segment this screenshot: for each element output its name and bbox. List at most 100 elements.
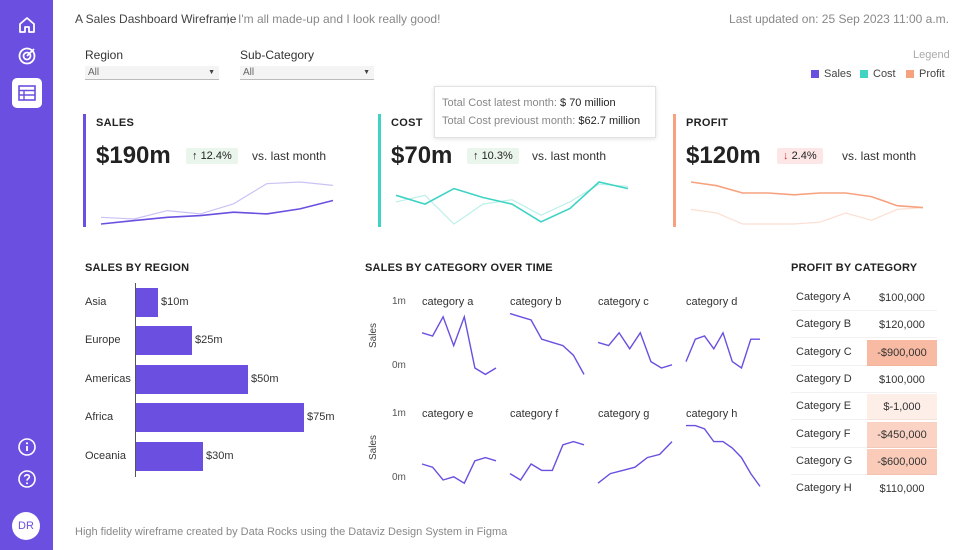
category-panel-title: category e: [422, 408, 474, 420]
table-row[interactable]: Category A $100,000: [791, 285, 937, 311]
region-label: Oceania: [85, 450, 126, 462]
category-cell: Category C: [796, 345, 852, 358]
category-panel-title: category g: [598, 408, 650, 420]
profit-value-cell: $-1,000: [867, 394, 937, 421]
profit-value-cell: -$900,000: [867, 339, 937, 366]
kpi-title: PROFIT: [686, 117, 729, 129]
category-series-line: [597, 331, 673, 369]
table-row[interactable]: Category G -$600,000: [791, 448, 937, 475]
region-value-label: $10m: [161, 296, 189, 308]
kpi-sparkline: [100, 181, 334, 225]
current-period-line: [395, 181, 629, 223]
arrow-up-icon: ↑: [473, 150, 479, 162]
region-bar[interactable]: [136, 365, 248, 394]
region-label: Europe: [85, 334, 121, 346]
kpi-accent-bar: [673, 114, 676, 227]
tooltip-line-previous: Total Cost previoust month: $62.7 millio…: [442, 112, 648, 130]
profit-value-cell: $120,000: [879, 319, 925, 332]
sales-by-category-title: SALES BY CATEGORY OVER TIME: [365, 262, 553, 274]
region-value-label: $25m: [195, 334, 223, 346]
chevron-down-icon: ▼: [208, 69, 215, 76]
subcategory-filter-label: Sub-Category: [240, 48, 315, 62]
region-select[interactable]: All ▼: [85, 66, 219, 80]
category-series-line: [597, 441, 673, 484]
cost-tooltip: Total Cost latest month: $ 70 million To…: [434, 86, 656, 138]
arrow-up-icon: ↑: [192, 150, 198, 162]
home-icon[interactable]: [12, 10, 42, 40]
category-panel-title: category a: [422, 296, 474, 308]
region-bar[interactable]: [136, 442, 203, 471]
category-series-line: [685, 331, 760, 370]
kpi-comparison-label: vs. last month: [252, 149, 327, 163]
category-line-chart: [686, 424, 761, 487]
profit-by-category-title: PROFIT BY CATEGORY: [791, 262, 918, 274]
region-bar[interactable]: [136, 288, 158, 317]
tooltip-label: Total Cost previoust month:: [442, 115, 576, 127]
kpi-value: $70m: [391, 142, 453, 169]
avatar[interactable]: DR: [12, 512, 40, 540]
category-line-chart: [685, 331, 760, 370]
category-cell: Category H: [796, 482, 852, 495]
profit-value-cell: -$450,000: [867, 421, 937, 448]
profit-value-cell: -$600,000: [867, 448, 937, 475]
info-icon[interactable]: [12, 432, 42, 462]
footer-credit: High fidelity wireframe created by Data …: [75, 526, 508, 538]
kpi-sparkline: [395, 181, 629, 225]
help-icon[interactable]: [12, 464, 42, 494]
legend-swatch: [906, 70, 914, 78]
region-select-value: All: [88, 67, 100, 78]
region-value-label: $50m: [251, 373, 279, 385]
category-panel-title: category b: [510, 296, 562, 308]
category-cell: Category A: [796, 291, 851, 303]
region-bar[interactable]: [136, 403, 304, 432]
legend-item-cost: Cost: [860, 68, 896, 80]
category-cell: Category B: [796, 318, 852, 331]
category-series-line: [686, 424, 761, 487]
region-axis-line: [135, 283, 136, 477]
subcategory-select-value: All: [243, 67, 255, 78]
category-cell: Category E: [796, 400, 852, 413]
category-line-chart: [421, 456, 497, 485]
category-cell: Category D: [796, 372, 852, 385]
legend-swatch: [860, 70, 868, 78]
legend-swatch: [811, 70, 819, 78]
kpi-value: $120m: [686, 142, 761, 169]
tooltip-value: $62.7 million: [578, 115, 641, 127]
legend-label: Cost: [873, 68, 896, 80]
target-icon[interactable]: [12, 41, 42, 71]
tooltip-label: Total Cost latest month:: [442, 97, 557, 109]
y-axis-title: Sales: [368, 434, 379, 460]
region-value-label: $30m: [206, 450, 234, 462]
region-bar[interactable]: [136, 326, 192, 355]
kpi-card-sales[interactable]: SALES $190m ↑ 12.4% vs. last month: [83, 114, 343, 227]
kpi-change-badge: ↑ 12.4%: [186, 148, 238, 164]
kpi-title: SALES: [96, 117, 135, 129]
region-label: Asia: [85, 296, 107, 308]
table-row[interactable]: Category D $100,000: [791, 367, 937, 393]
previous-period-line: [100, 181, 334, 220]
kpi-sparkline: [690, 181, 924, 225]
table-row[interactable]: Category H $110,000: [791, 476, 937, 502]
kpi-card-cost[interactable]: COST $70m ↑ 10.3% vs. last month: [378, 114, 638, 227]
kpi-change-value: 10.3%: [481, 150, 513, 162]
kpi-change-value: 2.4%: [791, 150, 817, 162]
region-filter-label: Region: [85, 48, 124, 62]
category-series-line: [509, 440, 585, 481]
sidebar: DR: [0, 0, 53, 550]
kpi-card-profit[interactable]: PROFIT $120m ↓ 2.4% vs. last month: [673, 114, 933, 227]
table-row[interactable]: Category E $-1,000: [791, 394, 937, 421]
region-label: Americas: [85, 373, 131, 385]
kpi-change-badge: ↑ 10.3%: [467, 148, 519, 164]
table-row[interactable]: Category C -$900,000: [791, 339, 937, 366]
kpi-change-badge: ↓ 2.4%: [777, 148, 823, 164]
subcategory-select[interactable]: All ▼: [240, 66, 374, 80]
table-row[interactable]: Category F -$450,000: [791, 421, 937, 448]
tooltip-line-latest: Total Cost latest month: $ 70 million: [442, 94, 648, 112]
category-panel-title: category c: [598, 296, 649, 308]
legend-item-profit: Profit: [906, 68, 945, 80]
table-view-icon[interactable]: [12, 78, 42, 108]
y-tick-label: 1m: [392, 296, 406, 307]
table-row[interactable]: Category B $120,000: [791, 312, 937, 339]
kpi-comparison-label: vs. last month: [532, 149, 607, 163]
category-panel-title: category f: [510, 408, 559, 420]
